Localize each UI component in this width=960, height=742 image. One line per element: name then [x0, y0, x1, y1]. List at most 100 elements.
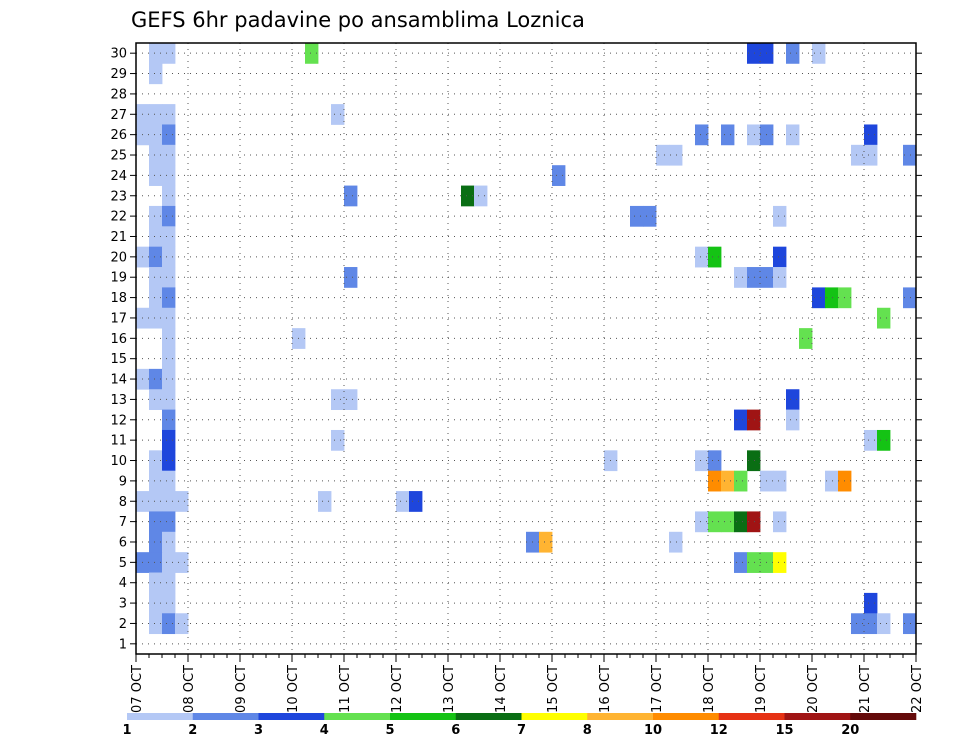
heatmap-cell — [175, 552, 189, 573]
y-tick-label: 2 — [119, 617, 127, 632]
colorbar-segment — [192, 713, 259, 720]
heatmap-cell — [825, 470, 839, 492]
heatmap-cell — [812, 287, 826, 309]
heatmap-cell — [149, 552, 163, 573]
heatmap-cell — [344, 389, 358, 410]
y-tick-label: 28 — [110, 87, 127, 102]
y-tick-label: 9 — [119, 474, 127, 489]
heatmap-cell — [162, 572, 176, 594]
heatmap-cell — [162, 348, 176, 370]
colorbar-label: 8 — [583, 723, 592, 738]
heatmap-cell — [344, 267, 358, 288]
heatmap-cell — [149, 63, 163, 85]
y-tick-label: 1 — [119, 637, 127, 652]
x-tick-label: 07 OCT — [130, 665, 145, 713]
colorbar-label: 1 — [122, 723, 131, 738]
heatmap-cell — [799, 328, 813, 349]
colorbar: 1 2 3 4 5 6 7 8 10 12 15 20 — [122, 713, 917, 738]
x-tick-label: 17 OCT — [650, 665, 665, 713]
heatmap-cell — [162, 592, 176, 614]
heatmap-cell — [864, 429, 878, 451]
colorbar-label: 6 — [451, 723, 460, 738]
heatmap-cell — [552, 165, 566, 186]
y-tick-label: 20 — [110, 250, 127, 265]
heatmap-cell — [773, 246, 787, 268]
y-tick-label: 13 — [110, 393, 127, 408]
y-tick-label: 3 — [119, 597, 127, 612]
heatmap-cell — [747, 409, 761, 431]
y-tick-label: 14 — [110, 373, 127, 388]
y-tick-label: 7 — [119, 515, 127, 530]
y-tick-label: 23 — [110, 189, 127, 204]
heatmap-cell — [786, 409, 800, 431]
heatmap-cell — [162, 511, 176, 533]
heatmap-cell — [162, 491, 176, 512]
heatmap-cell — [162, 429, 176, 451]
x-tick-label: 12 OCT — [390, 665, 405, 713]
heatmap-cell — [162, 144, 176, 166]
heatmap-cell — [721, 124, 735, 146]
y-tick-label: 15 — [110, 352, 127, 367]
grid-layer — [136, 43, 916, 654]
heatmap-cell — [877, 429, 891, 451]
heatmap-cell — [656, 144, 670, 166]
y-tick-label: 30 — [110, 47, 127, 62]
colorbar-label: 10 — [644, 723, 662, 738]
heatmap-cell — [773, 511, 787, 533]
y-tick-label: 26 — [110, 128, 127, 143]
heatmap-cell — [864, 613, 878, 635]
y-tick-label: 17 — [110, 311, 127, 326]
heatmap-cell — [773, 552, 787, 573]
heatmap-cell — [162, 368, 176, 390]
heatmap-cell — [149, 572, 163, 594]
heatmap-cell — [877, 307, 891, 329]
heatmap-cell — [864, 124, 878, 146]
heatmap-cell — [903, 144, 917, 166]
cells-layer — [136, 43, 917, 635]
heatmap-cell — [149, 226, 163, 248]
heatmap-cell — [162, 328, 176, 349]
heatmap-cell — [149, 511, 163, 533]
colorbar-label: 5 — [385, 723, 394, 738]
colorbar-segment — [324, 713, 391, 720]
heatmap-cell — [903, 613, 917, 635]
heatmap-cell — [344, 185, 358, 207]
colorbar-segment — [718, 713, 785, 720]
colorbar-label: 20 — [841, 723, 859, 738]
y-tick-label: 10 — [110, 454, 127, 469]
heatmap-cell — [149, 470, 163, 492]
colorbar-label: 4 — [320, 723, 329, 738]
x-tick-label: 11 OCT — [338, 665, 353, 713]
heatmap-cell — [708, 246, 722, 268]
heatmap-cell — [461, 185, 475, 207]
heatmap-cell — [331, 104, 345, 125]
heatmap-cell — [162, 165, 176, 186]
heatmap-cell — [773, 205, 787, 227]
heatmap-cell — [175, 613, 189, 635]
y-tick-label: 18 — [110, 291, 127, 306]
y-tick-label: 5 — [119, 556, 127, 571]
heatmap-cell — [162, 450, 176, 472]
heatmap-cell — [149, 43, 163, 64]
heatmap-cell — [149, 450, 163, 472]
heatmap-cell — [331, 389, 345, 410]
heatmap-cell — [162, 104, 176, 125]
x-tick-label: 20 OCT — [806, 665, 821, 713]
heatmap-cell — [149, 287, 163, 309]
heatmap-cell — [864, 144, 878, 166]
heatmap-cell — [162, 552, 176, 573]
heatmap-cell — [669, 531, 683, 553]
x-tick-label: 14 OCT — [494, 665, 509, 713]
x-tick-label: 13 OCT — [442, 665, 457, 713]
colorbar-segment — [784, 713, 851, 720]
colorbar-label: 12 — [710, 723, 728, 738]
heatmap-cell — [149, 165, 163, 186]
y-tick-label: 29 — [110, 67, 127, 82]
heatmap-cell — [149, 389, 163, 410]
heatmap-cell — [149, 124, 163, 146]
heatmap-cell — [149, 307, 163, 329]
colorbar-label: 3 — [254, 723, 263, 738]
heatmap-cell — [630, 205, 644, 227]
heatmap-cell — [149, 144, 163, 166]
